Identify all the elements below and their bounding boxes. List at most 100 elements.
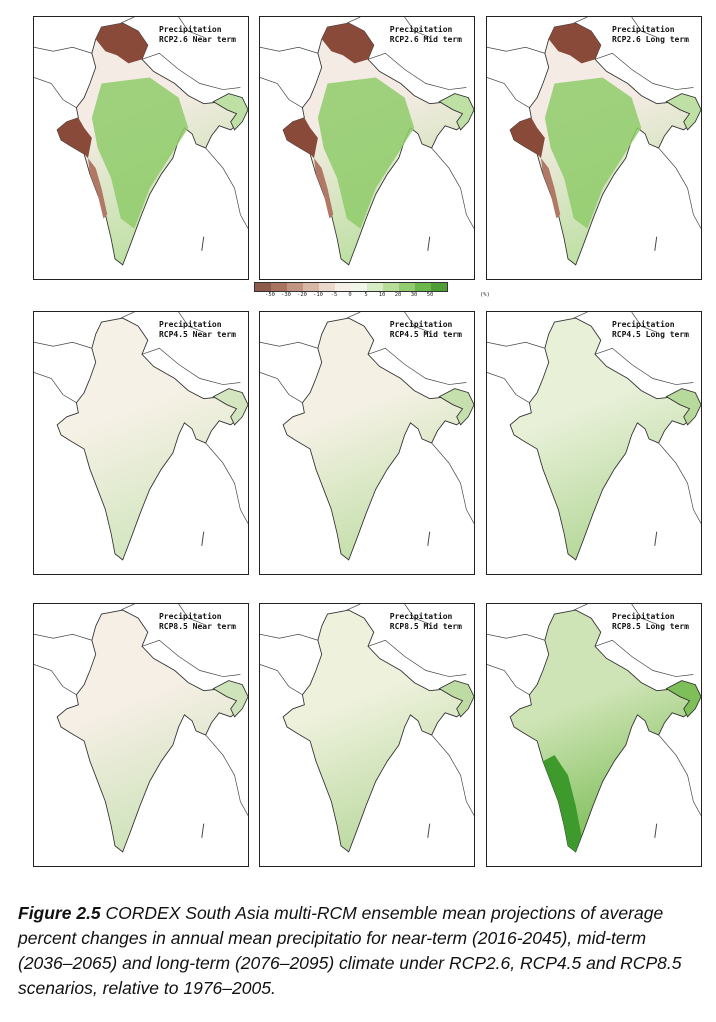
- panel-title: Precipitation RCP4.5 Long term: [612, 320, 689, 340]
- drying-region-north: [321, 23, 374, 64]
- colorbar-label: -30: [281, 292, 291, 298]
- panel-title-scenario: RCP2.6 Mid term: [389, 35, 462, 44]
- neighbor-border: [431, 147, 474, 229]
- drying-region-west: [510, 117, 545, 159]
- neighbor-border: [487, 77, 530, 108]
- neighbor-border: [404, 312, 430, 333]
- neighbor-border: [487, 46, 545, 54]
- neighbor-border: [141, 347, 241, 385]
- panel-title-variable: Precipitation: [389, 612, 453, 621]
- northeast-region: [665, 388, 701, 426]
- panel-title-scenario: RCP2.6 Long term: [611, 35, 689, 44]
- island-mark: [201, 531, 205, 546]
- colorbar-swatch: [431, 283, 447, 291]
- india-map: [34, 312, 248, 561]
- northeast-region: [665, 680, 701, 718]
- india-land-shape: [282, 609, 467, 853]
- precipitation-map-panel: Precipitation RCP2.6 Near term: [33, 16, 249, 280]
- island-mark: [201, 236, 205, 251]
- panel-title: Precipitation RCP8.5 Mid term: [390, 612, 462, 632]
- colorbar-label: 20: [394, 292, 402, 298]
- neighbor-border: [34, 372, 77, 403]
- northeast-region: [438, 680, 474, 718]
- neighbor-border: [205, 734, 248, 816]
- panel-title-scenario: RCP8.5 Long term: [611, 622, 689, 631]
- neighbor-border: [573, 604, 588, 611]
- india-map: [487, 604, 701, 853]
- india-map: [487, 312, 701, 561]
- neighbor-border: [34, 664, 77, 695]
- panel-title-variable: Precipitation: [611, 25, 675, 34]
- colorbar-swatch: [287, 283, 303, 291]
- precipitation-map-panel: Precipitation RCP8.5 Long term: [486, 603, 702, 867]
- colorbar-label: -10: [313, 292, 323, 298]
- colorbar-label: 30: [410, 292, 418, 298]
- panel-title: Precipitation RCP2.6 Mid term: [390, 25, 462, 45]
- india-land-shape: [56, 317, 241, 561]
- india-map: [260, 17, 474, 266]
- neighbor-border: [34, 46, 92, 54]
- wetting-region: [91, 77, 189, 229]
- neighbor-border: [120, 312, 135, 319]
- india-land-shape: [282, 317, 467, 561]
- neighbor-border: [594, 347, 694, 385]
- precipitation-map-panel: Precipitation RCP4.5 Near term: [33, 311, 249, 575]
- neighbor-border: [631, 312, 657, 333]
- panel-title-scenario: RCP2.6 Near term: [158, 35, 236, 44]
- island-mark: [654, 823, 658, 838]
- drying-region-coast: [314, 158, 334, 219]
- neighbor-border: [487, 341, 545, 349]
- colorbar-label: 50: [426, 292, 434, 298]
- panel-title: Precipitation RCP8.5 Long term: [612, 612, 689, 632]
- colorbar-label: -50: [265, 292, 275, 298]
- colorbar-swatch: [367, 283, 383, 291]
- neighbor-border: [346, 17, 361, 24]
- drying-region-north: [95, 23, 148, 64]
- neighbor-border: [120, 604, 135, 611]
- precipitation-map-panel: Precipitation RCP2.6 Mid term: [259, 16, 475, 280]
- panel-title-scenario: RCP4.5 Long term: [611, 330, 689, 339]
- panel-title: Precipitation RCP2.6 Near term: [159, 25, 236, 45]
- panel-title: Precipitation RCP2.6 Long term: [612, 25, 689, 45]
- drying-region-west: [57, 117, 92, 159]
- figure-label: Figure 2.5: [18, 903, 101, 923]
- neighbor-border: [141, 52, 241, 90]
- colorbar-label: 0: [348, 292, 352, 298]
- neighbor-border: [260, 372, 303, 403]
- neighbor-border: [346, 312, 361, 319]
- island-mark: [427, 823, 431, 838]
- neighbor-border: [367, 639, 467, 677]
- precipitation-map-panel: Precipitation RCP8.5 Mid term: [259, 603, 475, 867]
- neighbor-border: [658, 147, 701, 229]
- neighbor-border: [141, 639, 241, 677]
- drying-region-coast: [88, 158, 108, 219]
- neighbor-border: [367, 52, 467, 90]
- colorbar-label: 10: [378, 292, 386, 298]
- strong-wetting-region: [542, 755, 582, 852]
- panel-title-variable: Precipitation: [158, 612, 222, 621]
- panel-title: Precipitation RCP8.5 Near term: [159, 612, 236, 632]
- panel-title-scenario: RCP4.5 Near term: [158, 330, 236, 339]
- neighbor-border: [631, 17, 657, 38]
- neighbor-border: [178, 312, 204, 333]
- india-map: [34, 604, 248, 853]
- panel-title-variable: Precipitation: [611, 612, 675, 621]
- panel-title-variable: Precipitation: [158, 320, 222, 329]
- india-map: [34, 17, 248, 266]
- neighbor-border: [658, 734, 701, 816]
- neighbor-border: [260, 77, 303, 108]
- wetting-region: [317, 77, 415, 229]
- northeast-region: [212, 680, 248, 718]
- island-mark: [201, 823, 205, 838]
- neighbor-border: [431, 442, 474, 524]
- island-mark: [654, 531, 658, 546]
- panel-title-scenario: RCP4.5 Mid term: [389, 330, 462, 339]
- colorbar-swatch: [319, 283, 335, 291]
- wetting-region: [544, 77, 642, 229]
- neighbor-border: [260, 633, 318, 641]
- precipitation-map-panel: Precipitation RCP4.5 Mid term: [259, 311, 475, 575]
- neighbor-border: [367, 347, 467, 385]
- neighbor-border: [404, 604, 430, 625]
- panel-title: Precipitation RCP4.5 Mid term: [390, 320, 462, 340]
- northeast-region: [438, 93, 474, 131]
